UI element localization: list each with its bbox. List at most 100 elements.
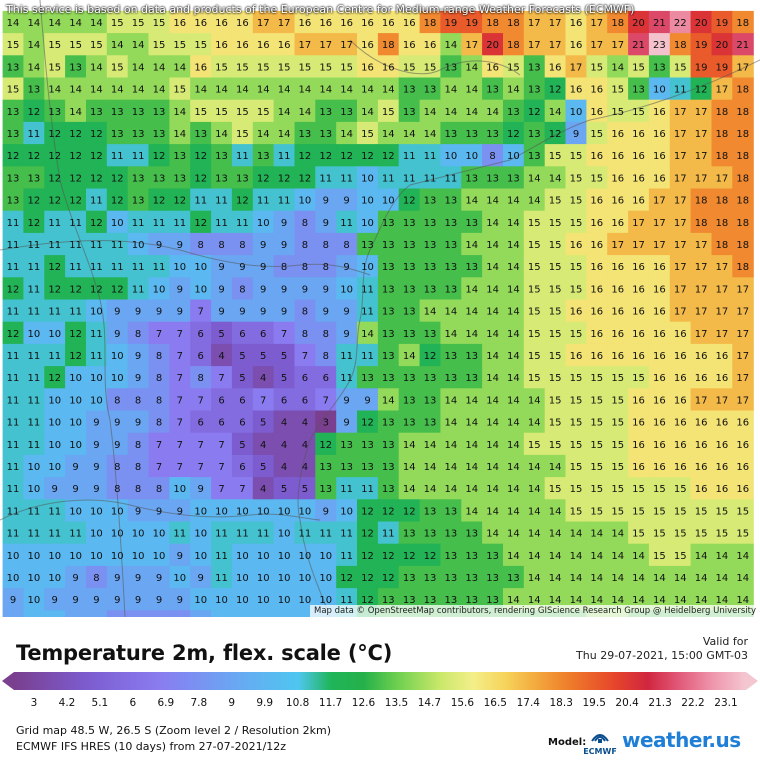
temperature-value: 15 [299, 62, 312, 73]
temperature-value: 10 [340, 506, 353, 517]
temperature-value: 15 [570, 329, 583, 340]
temperature-value: 11 [28, 351, 41, 362]
temperature-value: 15 [507, 62, 520, 73]
temperature-cell [336, 255, 358, 278]
temperature-value: 15 [361, 129, 374, 140]
temperature-value: 17 [549, 18, 562, 29]
temperature-value: 20 [695, 18, 708, 29]
temperature-value: 12 [299, 151, 312, 162]
temperature-cell [273, 121, 296, 145]
temperature-cell [732, 277, 754, 301]
temperature-value: 10 [257, 551, 270, 562]
temperature-value: 16 [486, 62, 499, 73]
temperature-cell [44, 410, 66, 434]
temperature-value: 14 [403, 484, 416, 495]
temperature-cell [503, 188, 525, 212]
temperature-value: 11 [69, 218, 82, 229]
temperature-value: 12 [7, 329, 20, 340]
temperature-cell [690, 166, 713, 190]
temperature-cell [65, 321, 87, 345]
temperature-map[interactable]: 14 14 14 14 14 15 15 15 16 16 16 16 17 17 16 16 16 16 16 16… [0, 0, 760, 617]
temperature-value: 17 [528, 40, 541, 51]
temperature-cell [690, 55, 713, 79]
temperature-value: 12 [69, 173, 82, 184]
temperature-value: 10 [153, 551, 166, 562]
temperature-cell [336, 10, 358, 34]
temperature-cell [336, 299, 358, 323]
temperature-cell [711, 232, 733, 256]
temperature-value: 17 [695, 284, 708, 295]
temperature-value: 14 [215, 85, 228, 96]
temperature-value: 15 [382, 107, 395, 118]
temperature-cell [503, 321, 525, 345]
temperature-cell [648, 388, 671, 412]
temperature-value: 10 [90, 307, 103, 318]
temperature-cell [482, 55, 504, 79]
temperature-value: 14 [570, 551, 583, 562]
temperature-value: 15 [590, 373, 603, 384]
temperature-value: 12 [382, 573, 395, 584]
temperature-value: 9 [52, 595, 58, 606]
temperature-value: 12 [549, 129, 562, 140]
temperature-cell [211, 477, 233, 500]
temperature-cell [211, 432, 233, 456]
temperature-cell [44, 454, 66, 478]
weather-us-logo[interactable]: weather.us [622, 728, 741, 752]
temperature-cell [732, 33, 754, 56]
temperature-value: 16 [674, 373, 687, 384]
temperature-value: 17 [695, 129, 708, 140]
temperature-value: 8 [302, 329, 308, 340]
temperature-value: 9 [156, 595, 162, 606]
temperature-cell [86, 121, 108, 145]
temperature-value: 16 [590, 240, 603, 251]
temperature-cell [148, 166, 170, 190]
temperature-value: 9 [135, 573, 141, 584]
grid-info: Grid map 48.5 W, 26.5 S (Zoom level 2 / … [16, 724, 332, 737]
temperature-value: 14 [549, 529, 562, 540]
temperature-value: 16 [695, 484, 708, 495]
temperature-value: 14 [382, 395, 395, 406]
temperature-cell [523, 454, 546, 478]
temperature-cell [211, 610, 233, 617]
temperature-value: 11 [69, 307, 82, 318]
temperature-value: 15 [632, 373, 645, 384]
temperature-value: 16 [173, 18, 186, 29]
temperature-value: 14 [28, 18, 41, 29]
temperature-value: 14 [445, 85, 458, 96]
temperature-cell [357, 499, 379, 523]
temperature-value: 10 [90, 395, 103, 406]
temperature-value: 10 [90, 506, 103, 517]
temperature-value: 15 [736, 506, 749, 517]
temperature-cell [648, 232, 671, 256]
temperature-value: 9 [198, 573, 204, 584]
temperature-value: 13 [153, 129, 166, 140]
temperature-cell [231, 321, 254, 345]
temperature-cell [65, 55, 87, 79]
temperature-cell [252, 210, 275, 234]
temperature-value: 7 [177, 351, 183, 362]
temperature-cell [315, 144, 337, 167]
temperature-cell [628, 144, 650, 167]
temperature-value: 16 [257, 40, 270, 51]
temperature-cell [482, 121, 504, 145]
temperature-value: 13 [507, 107, 520, 118]
temperature-value: 6 [281, 395, 287, 406]
temperature-value: 14 [28, 62, 41, 73]
temperature-value: 17 [716, 329, 729, 340]
temperature-value: 13 [445, 262, 458, 273]
temperature-value: 7 [198, 307, 204, 318]
temperature-value: 10 [69, 551, 82, 562]
temperature-cell [190, 255, 212, 278]
temperature-value: 15 [528, 218, 541, 229]
temperature-value: 12 [361, 506, 374, 517]
temperature-cell [231, 299, 254, 323]
temperature-value: 15 [549, 351, 562, 362]
temperature-value: 14 [507, 85, 520, 96]
temperature-cell [294, 77, 316, 101]
temperature-cell [86, 543, 108, 567]
temperature-cell [2, 410, 25, 434]
temperature-value: 14 [69, 85, 82, 96]
temperature-value: 15 [570, 284, 583, 295]
temperature-cell [544, 277, 567, 301]
temperature-value: 15 [611, 506, 624, 517]
